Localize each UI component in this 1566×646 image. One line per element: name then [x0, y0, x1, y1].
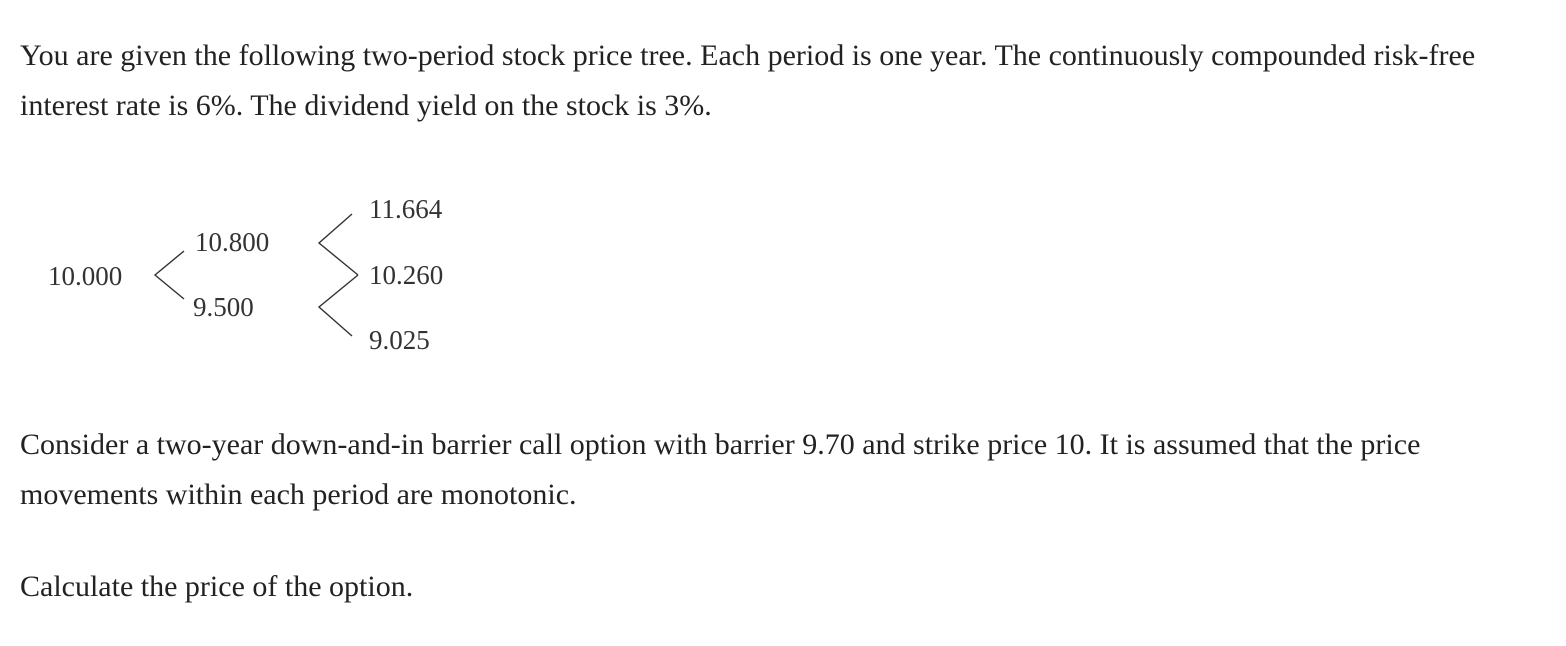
- node-down-down: 9.025: [369, 325, 430, 355]
- node-up: 10.800: [195, 227, 270, 257]
- branch-down-node: [317, 274, 359, 337]
- node-up-up: 11.664: [369, 194, 443, 224]
- node-up-down: 10.260: [369, 260, 444, 290]
- branch-up-node: [317, 213, 359, 276]
- branch-root: [153, 250, 185, 300]
- node-root: 10.000: [48, 261, 123, 291]
- problem-intro: You are given the following two-period s…: [20, 39, 1476, 122]
- node-down: 9.500: [193, 292, 254, 322]
- question-prompt: Calculate the price of the option.: [20, 570, 414, 603]
- option-description: Consider a two-year down-and-in barrier …: [20, 428, 1421, 511]
